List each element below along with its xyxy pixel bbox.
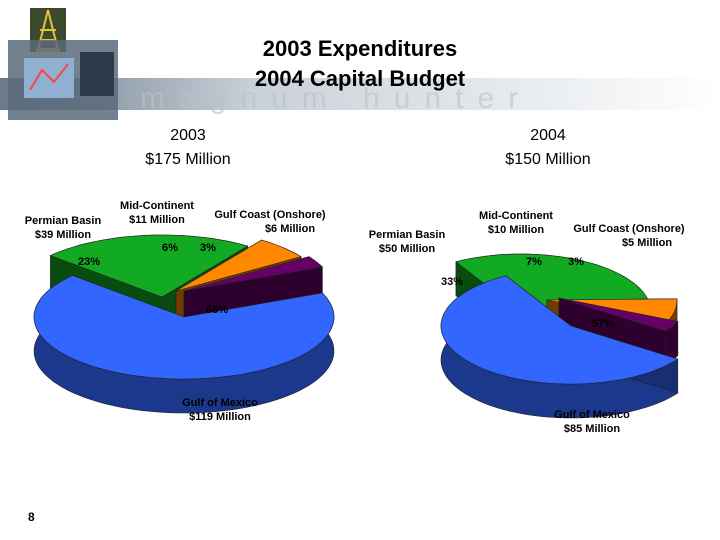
slide-title: 2003 Expenditures 2004 Capital Budget (0, 34, 720, 94)
computer-photo-icon (8, 40, 118, 120)
label-2003-gom: Gulf of Mexico $119 Million (182, 397, 258, 423)
pct-2004-midcontinent: 7% (526, 256, 542, 268)
label-2004-gulfcoast: Gulf Coast (Onshore) $5 Million (573, 223, 685, 249)
title-line-1: 2003 Expenditures (262, 36, 458, 61)
pie-2003-slice-gulf-of-mexico (33, 275, 335, 414)
pct-2003-gom: 68% (206, 304, 229, 316)
title-line-2: 2004 Capital Budget (254, 66, 466, 91)
label-2004-gom: Gulf of Mexico $85 Million (554, 409, 630, 435)
pie-2004-slice-gulf-of-mexico (440, 275, 679, 419)
label-2003-gulfcoast: Gulf Coast (Onshore) $6 Million (214, 209, 326, 235)
watermark-text: magnum hunter (140, 82, 532, 115)
header-banner: magnum hunter (0, 8, 720, 120)
chart-2004-title: 2004 $150 Million (505, 127, 591, 168)
pct-2003-gulfcoast: 3% (200, 242, 216, 254)
pct-2003-permian: 23% (78, 256, 101, 268)
pct-2004-permian: 33% (441, 276, 464, 288)
label-2003-midcontinent: Mid-Continent $11 Million (120, 200, 194, 226)
pct-2004-gulfcoast: 3% (568, 256, 584, 268)
chart-2003-title: 2003 $175 Million (145, 127, 231, 168)
pie-2003-slice-gulf-coast-onshore (183, 256, 323, 326)
page-number: 8 (28, 510, 35, 524)
label-2004-permian: Permian Basin $50 Million (368, 229, 446, 255)
pct-2004-gom: 57% (592, 318, 615, 330)
label-2004-midcontinent: Mid-Continent $10 Million (479, 210, 553, 236)
label-2003-permian: Permian Basin $39 Million (24, 215, 102, 241)
banner-stripe (0, 78, 720, 110)
pct-2003-midcontinent: 6% (162, 242, 178, 254)
